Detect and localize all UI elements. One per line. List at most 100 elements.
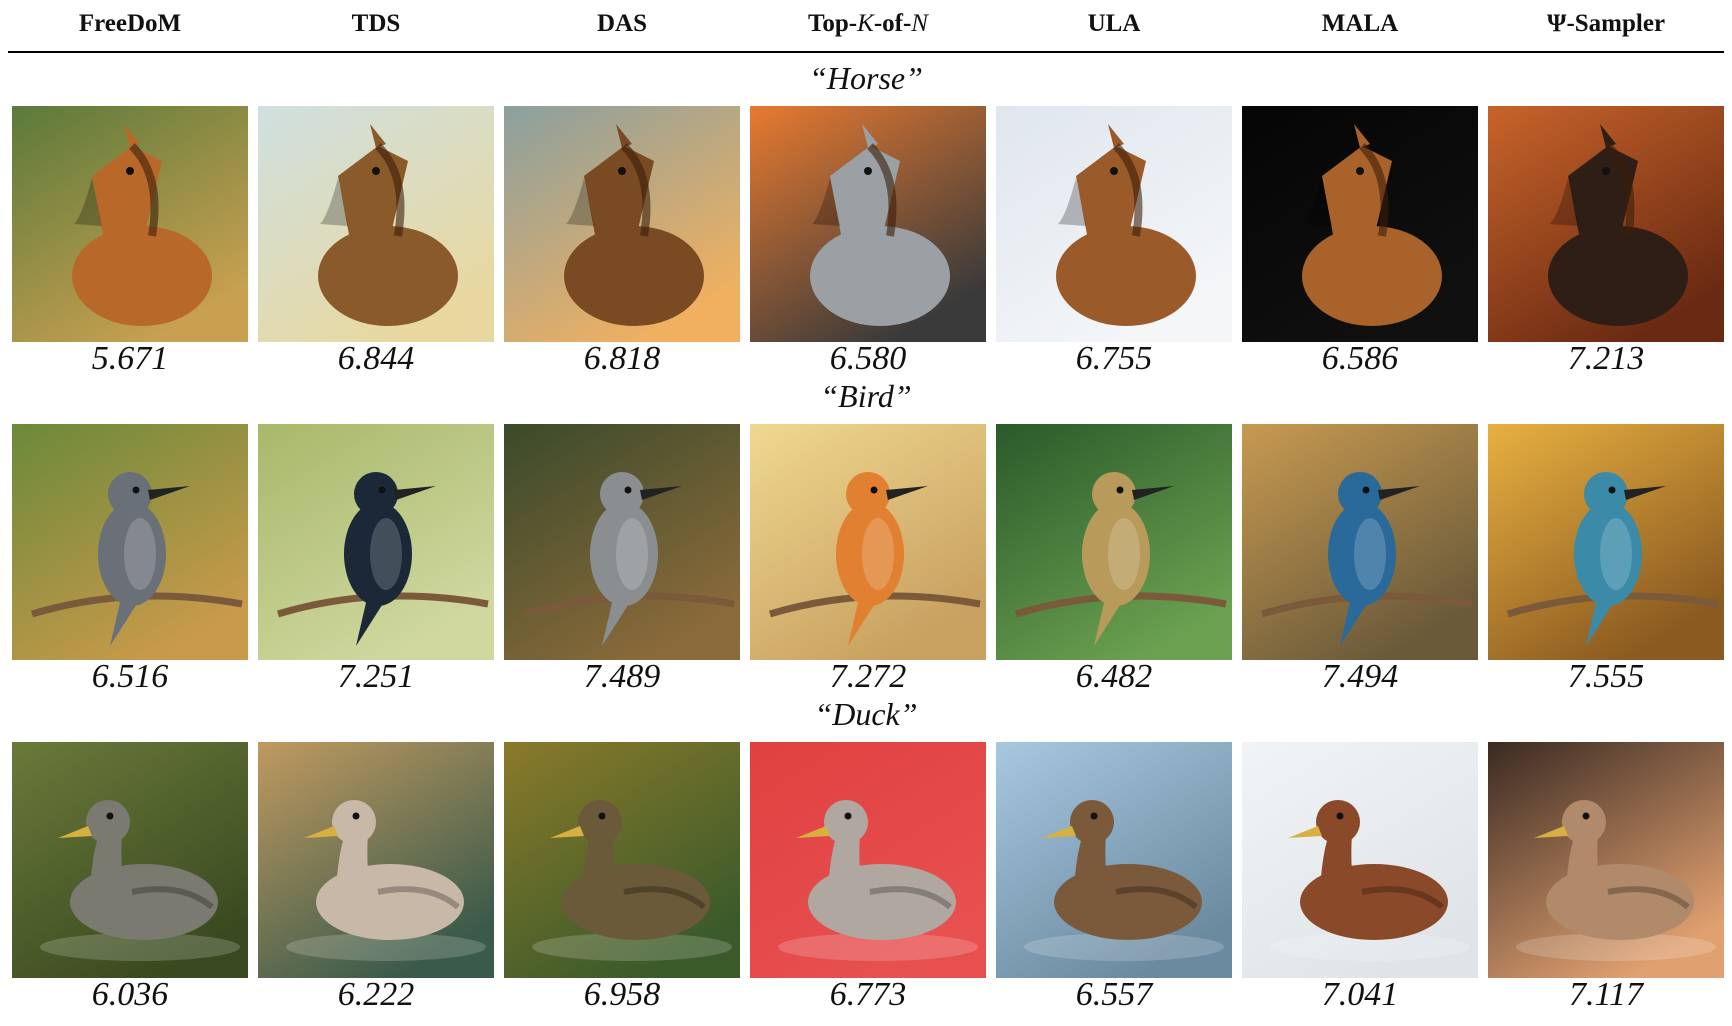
column-title-top-prefix: Top- xyxy=(808,10,858,37)
bird-image xyxy=(1242,424,1478,660)
duck-illustration xyxy=(286,800,486,961)
horse-illustration xyxy=(1302,124,1442,326)
horse-image xyxy=(258,106,494,342)
score-value: 6.818 xyxy=(583,340,661,377)
duck-illustration xyxy=(1516,800,1716,961)
horse-illustration xyxy=(1056,124,1196,326)
bird-image xyxy=(1488,424,1724,660)
score-value: 6.773 xyxy=(829,976,907,1013)
generated-image-duck xyxy=(750,742,986,978)
score-value: 6.516 xyxy=(91,658,169,695)
bird-illustration xyxy=(1014,472,1227,646)
score-value: 6.557 xyxy=(1075,976,1153,1013)
horse-image xyxy=(996,106,1232,342)
duck-illustration xyxy=(778,800,978,961)
bird-image xyxy=(258,424,494,660)
generated-image-bird xyxy=(1488,424,1724,660)
bird-illustration xyxy=(768,472,981,646)
column-title-tds: TDS xyxy=(351,10,401,37)
generated-image-bird xyxy=(1242,424,1478,660)
score-value: 5.671 xyxy=(91,340,169,377)
bird-illustration xyxy=(1506,472,1719,646)
generated-image-horse xyxy=(1488,106,1724,342)
generated-image-bird xyxy=(504,424,740,660)
horse-illustration xyxy=(318,124,458,326)
horse-illustration xyxy=(1548,124,1688,326)
generated-image-bird xyxy=(750,424,986,660)
horse-image xyxy=(12,106,248,342)
bird-illustration xyxy=(1260,472,1473,646)
bird-illustration xyxy=(30,472,243,646)
score-value: 7.489 xyxy=(583,658,661,695)
generated-image-bird xyxy=(12,424,248,660)
generated-image-duck xyxy=(12,742,248,978)
score-value: 6.755 xyxy=(1075,340,1153,377)
duck-image xyxy=(750,742,986,978)
column-title-das: DAS xyxy=(596,10,647,37)
score-value: 6.958 xyxy=(583,976,661,1013)
generated-image-duck xyxy=(1242,742,1478,978)
score-value: 7.117 xyxy=(1569,976,1643,1013)
bird-image xyxy=(12,424,248,660)
row-prompt: “Horse” xyxy=(809,60,923,96)
column-title-of: -of- xyxy=(873,10,912,37)
horse-illustration xyxy=(564,124,704,326)
generated-image-horse xyxy=(1242,106,1478,342)
duck-image xyxy=(1488,742,1724,978)
generated-image-duck xyxy=(1488,742,1724,978)
header-rule xyxy=(8,51,1724,53)
score-value: 7.251 xyxy=(337,658,415,695)
column-title-freedom: FreeDoM xyxy=(78,10,182,37)
generated-image-duck xyxy=(504,742,740,978)
bird-illustration xyxy=(276,472,489,646)
generated-image-bird xyxy=(258,424,494,660)
duck-illustration xyxy=(1270,800,1470,961)
generated-image-duck xyxy=(258,742,494,978)
generated-image-horse xyxy=(12,106,248,342)
generated-image-horse xyxy=(504,106,740,342)
column-title-k: K xyxy=(857,10,874,37)
score-value: 7.272 xyxy=(829,658,907,695)
horse-illustration xyxy=(810,124,950,326)
horse-image xyxy=(750,106,986,342)
bird-image xyxy=(750,424,986,660)
duck-image xyxy=(258,742,494,978)
horse-image xyxy=(1242,106,1478,342)
duck-image xyxy=(1242,742,1478,978)
horse-image xyxy=(1488,106,1724,342)
generated-image-duck xyxy=(996,742,1232,978)
generated-image-horse xyxy=(750,106,986,342)
column-header: FreeDoM TDS DAS Top-K-of-N ULA MALA Ψ-Sa… xyxy=(0,0,1732,53)
horse-image xyxy=(504,106,740,342)
score-value: 7.041 xyxy=(1321,976,1399,1013)
generated-image-horse xyxy=(258,106,494,342)
bird-image xyxy=(504,424,740,660)
score-value: 6.844 xyxy=(337,340,415,377)
row-prompt: “Bird” xyxy=(820,378,912,414)
column-title-n: N xyxy=(911,10,928,37)
duck-image xyxy=(12,742,248,978)
column-title-mala: MALA xyxy=(1321,10,1399,37)
row-prompt: “Duck” xyxy=(814,696,918,732)
score-value: 6.482 xyxy=(1075,658,1153,695)
duck-illustration xyxy=(532,800,732,961)
generated-image-horse xyxy=(996,106,1232,342)
column-title-ula: ULA xyxy=(1087,10,1141,37)
duck-illustration xyxy=(1024,800,1224,961)
score-value: 7.494 xyxy=(1321,658,1399,695)
horse-illustration xyxy=(72,124,212,326)
column-title-psi-sampler: Ψ-Sampler xyxy=(1546,10,1666,37)
score-value: 6.222 xyxy=(337,976,415,1013)
duck-illustration xyxy=(40,800,240,961)
column-title-top-k-of-n: Top-K-of-N xyxy=(750,10,986,38)
score-value: 6.036 xyxy=(91,976,169,1013)
score-value: 7.213 xyxy=(1567,340,1645,377)
bird-illustration xyxy=(522,472,735,646)
score-value: 6.586 xyxy=(1321,340,1399,377)
bird-image xyxy=(996,424,1232,660)
duck-image xyxy=(996,742,1232,978)
generated-image-bird xyxy=(996,424,1232,660)
duck-image xyxy=(504,742,740,978)
score-value: 7.555 xyxy=(1567,658,1645,695)
score-value: 6.580 xyxy=(829,340,907,377)
